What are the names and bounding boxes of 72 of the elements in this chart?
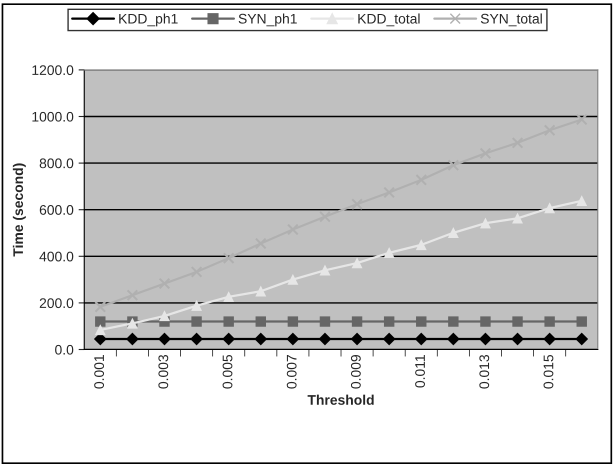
point — [352, 258, 362, 268]
legend-label: KDD_total — [358, 13, 420, 26]
point — [191, 300, 202, 311]
point — [254, 332, 268, 346]
point — [223, 292, 234, 302]
point — [512, 213, 523, 224]
point — [576, 316, 587, 327]
y-tick-label: 800.0 — [40, 158, 74, 168]
point — [447, 332, 460, 346]
point — [480, 316, 491, 327]
point — [448, 316, 459, 327]
x-tick-label: 0.007 — [286, 355, 297, 389]
point — [350, 332, 364, 346]
x-tick-label: 0.015 — [544, 354, 554, 389]
point — [384, 316, 394, 327]
point — [575, 332, 588, 346]
point — [320, 265, 330, 276]
point — [158, 332, 171, 346]
point — [288, 316, 298, 327]
point — [382, 332, 396, 346]
point — [416, 240, 426, 250]
y-axis-title: Time (second) — [12, 163, 26, 256]
point — [576, 196, 587, 206]
point — [416, 316, 426, 327]
x-axis-title: Threshold — [308, 394, 374, 405]
y-tick-label: 600.0 — [40, 205, 74, 215]
point — [222, 332, 235, 346]
y-tick-label: 400.0 — [39, 252, 74, 262]
point — [544, 316, 555, 327]
x-tick-label: 0.003 — [158, 354, 168, 389]
legend-label: KDD_ph1 — [119, 13, 178, 26]
x-tick-label: 0.009 — [350, 355, 361, 389]
point — [256, 316, 266, 327]
point — [288, 274, 298, 285]
point — [320, 316, 330, 327]
point — [95, 316, 106, 327]
point — [159, 310, 170, 322]
point — [544, 202, 555, 214]
point — [511, 332, 524, 346]
point — [126, 289, 138, 302]
y-tick-label: 1200.0 — [32, 65, 74, 76]
point — [543, 332, 556, 346]
point — [222, 252, 235, 264]
point — [448, 228, 459, 238]
x-tick-label: 0.001 — [94, 355, 104, 389]
x-tick-label: 0.011 — [415, 355, 425, 388]
point — [576, 114, 588, 126]
point — [191, 316, 202, 327]
y-tick-label: 0.0 — [55, 344, 74, 355]
point — [480, 218, 491, 228]
y-tick-label: 1000.0 — [32, 112, 74, 122]
point — [126, 332, 139, 346]
point — [318, 332, 332, 346]
point — [223, 316, 234, 327]
point — [286, 332, 300, 346]
point — [447, 159, 460, 172]
point — [94, 300, 106, 313]
y-tick-label: 200.0 — [40, 298, 74, 308]
point — [352, 316, 362, 327]
legend-label: SYN_ph1 — [238, 13, 297, 26]
point — [256, 286, 266, 296]
point — [95, 324, 106, 336]
point — [512, 316, 523, 327]
point — [190, 332, 203, 346]
x-tick-label: 0.005 — [222, 354, 232, 389]
point — [384, 248, 394, 258]
point — [351, 198, 363, 210]
legend-label: SYN_total — [480, 13, 542, 26]
point — [415, 332, 428, 346]
point — [479, 332, 492, 346]
point — [319, 210, 331, 223]
x-tick-label: 0.013 — [479, 354, 490, 389]
